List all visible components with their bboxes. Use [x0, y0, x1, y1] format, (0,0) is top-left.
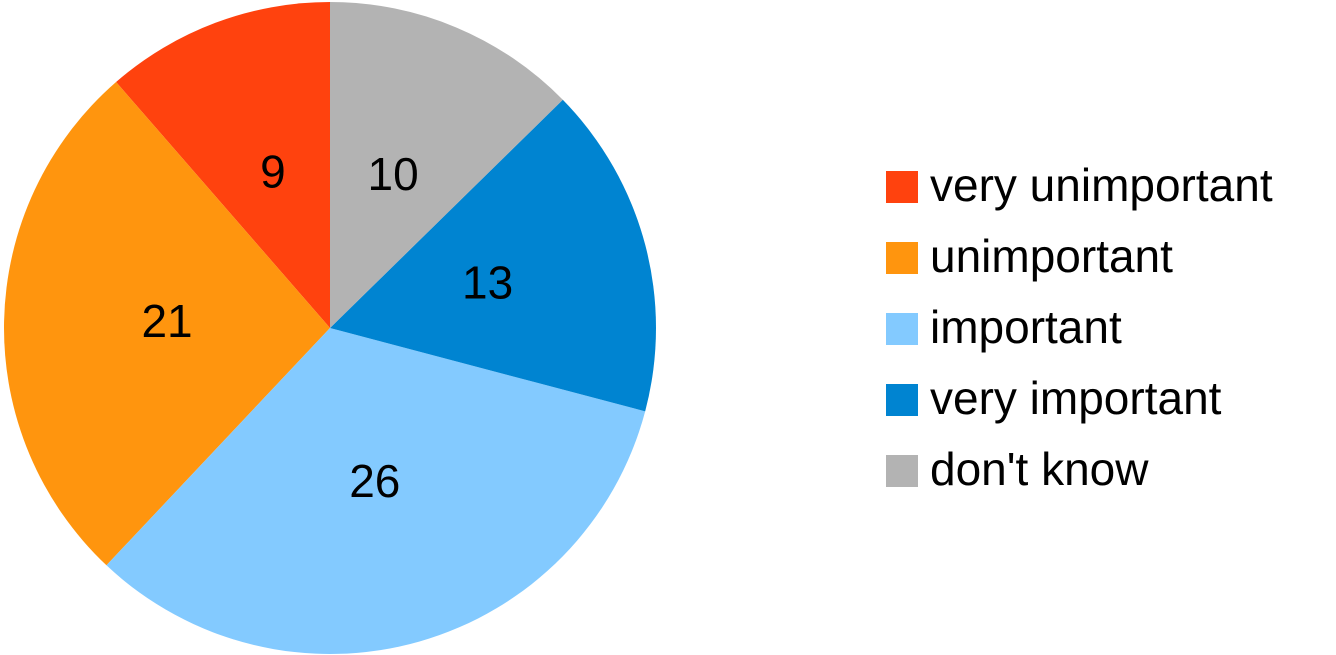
legend-swatch	[886, 171, 918, 203]
legend-swatch	[886, 313, 918, 345]
data-label: 9	[260, 145, 286, 197]
data-label: 10	[368, 148, 419, 200]
pie-slice	[106, 328, 646, 654]
legend-label: important	[930, 301, 1122, 353]
data-label: 21	[141, 295, 192, 347]
legend-label: don't know	[930, 443, 1149, 495]
data-label: 26	[349, 455, 400, 507]
pie-slice	[116, 2, 330, 328]
legend-label: very important	[930, 372, 1222, 424]
legend-label: unimportant	[930, 230, 1173, 282]
legend-label: very unimportant	[930, 159, 1273, 211]
pie-slice	[330, 99, 656, 412]
legend-swatch	[886, 455, 918, 487]
legend-swatch	[886, 384, 918, 416]
legend-swatch	[886, 242, 918, 274]
pie-slice	[3, 82, 330, 566]
data-label: 13	[462, 256, 513, 308]
pie-slice	[330, 2, 563, 328]
